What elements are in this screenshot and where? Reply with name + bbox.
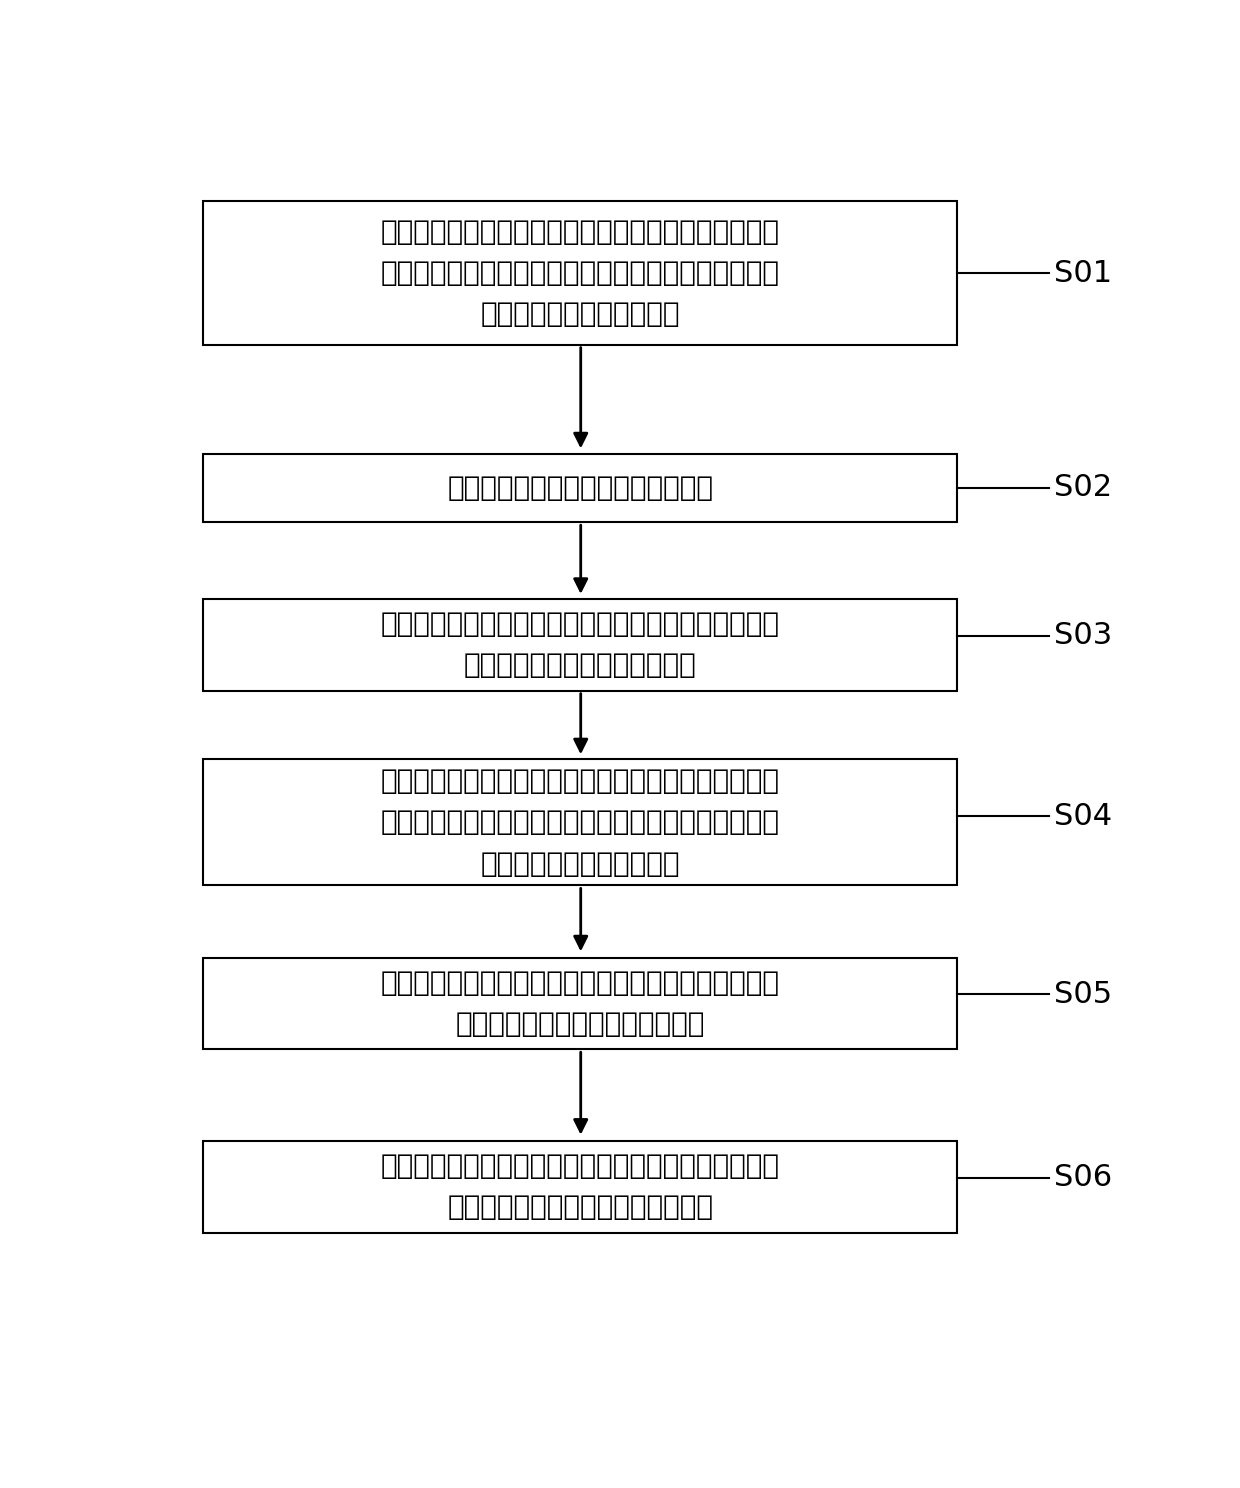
Text: 在所述半导体衬底上形成第一隔离层: 在所述半导体衬底上形成第一隔离层 [448, 473, 713, 501]
Text: 在所述第一隔离层上形成图形化的第一掩膜层，所述第
一掩膜层上形成有多个第一沟槽: 在所述第一隔离层上形成图形化的第一掩膜层，所述第 一掩膜层上形成有多个第一沟槽 [381, 610, 780, 680]
Text: 在所述第一掩膜层上形成图形化的第二掩膜层，所述第
二掩膜层上形成有多个第二沟槽，所述第二沟槽的方向
与所述第一沟槽的方向相交: 在所述第一掩膜层上形成图形化的第二掩膜层，所述第 二掩膜层上形成有多个第二沟槽，… [381, 768, 780, 878]
Text: S02: S02 [1054, 473, 1112, 503]
Text: S06: S06 [1054, 1164, 1112, 1192]
Text: S03: S03 [1054, 620, 1112, 650]
FancyBboxPatch shape [203, 201, 957, 345]
FancyBboxPatch shape [203, 600, 957, 690]
Text: S05: S05 [1054, 979, 1112, 1009]
FancyBboxPatch shape [203, 759, 957, 885]
Text: S04: S04 [1054, 802, 1112, 830]
Text: 通过所述第一掩膜层和所述第二掩膜层作为掩膜，蚀刻
所述第一隔离层，形成位线接触孔: 通过所述第一掩膜层和所述第二掩膜层作为掩膜，蚀刻 所述第一隔离层，形成位线接触孔 [381, 969, 780, 1039]
FancyBboxPatch shape [203, 1141, 957, 1232]
FancyBboxPatch shape [203, 454, 957, 522]
FancyBboxPatch shape [203, 958, 957, 1049]
Text: 在所述位线接触孔中填充导电材料形成位线接触节点，
并在所述位线接触节点上方形成位线: 在所述位线接触孔中填充导电材料形成位线接触节点， 并在所述位线接触节点上方形成位… [381, 1152, 780, 1222]
Text: S01: S01 [1054, 259, 1112, 287]
Text: 提供半导体衬底，所述半导体衬底上形成有浅沟槽隔离
结构，以隔离出多个间隔排布的有源区，所述有源区内
形成有多个埋入式栅极组件: 提供半导体衬底，所述半导体衬底上形成有浅沟槽隔离 结构，以隔离出多个间隔排布的有… [381, 217, 780, 329]
